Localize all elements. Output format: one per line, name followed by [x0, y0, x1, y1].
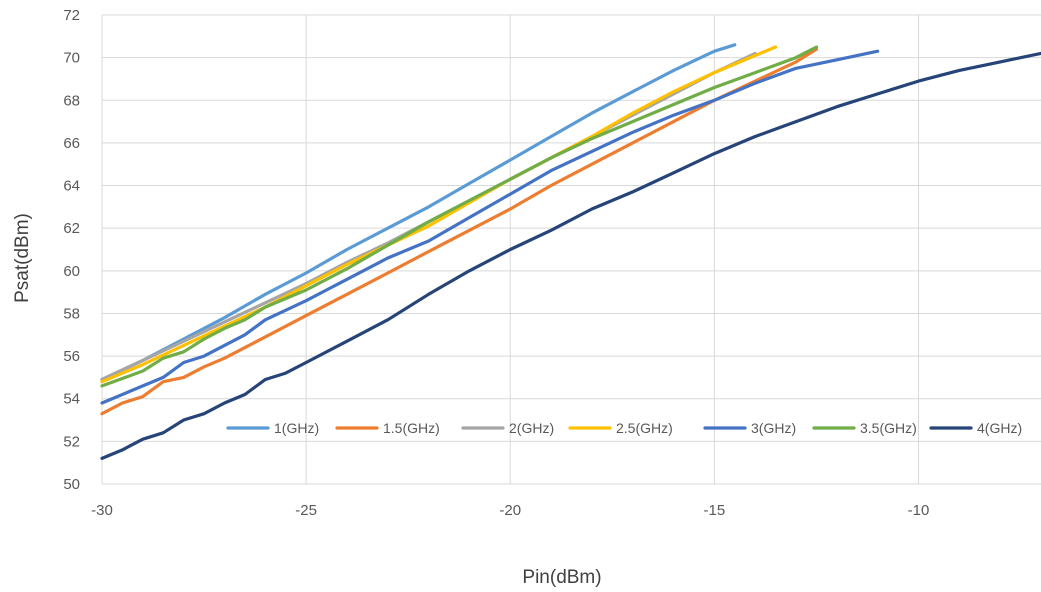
- y-tick-label: 64: [63, 178, 80, 195]
- y-tick-label: 70: [63, 50, 80, 67]
- x-tick-label: -20: [499, 502, 521, 519]
- y-tick-label: 54: [63, 391, 80, 408]
- x-axis-label: Pin(dBm): [522, 567, 601, 588]
- series-line-2: [100, 47, 819, 416]
- y-tick-label: 72: [63, 7, 80, 24]
- y-tick-label: 60: [63, 263, 80, 280]
- y-tick-label: 50: [63, 476, 80, 493]
- legend-label: 4(GHz): [977, 420, 1022, 436]
- series-line-4: [100, 45, 778, 384]
- legend: 1(GHz) 1.5(GHz) 2(GHz) 2.5(GHz) 3(GHz) 3.5(GH…: [226, 420, 1022, 436]
- y-tick-label: 66: [63, 135, 80, 152]
- legend-label: 1(GHz): [274, 420, 319, 436]
- series-line-7: [100, 51, 1041, 460]
- tick-labels: 50 52 54 56 58 60 62 64 66 68 70 72 -30 -25 -20 -15 -10: [63, 7, 929, 519]
- y-tick-label: 52: [63, 433, 80, 450]
- legend-label: 2(GHz): [509, 420, 554, 436]
- y-tick-label: 58: [63, 305, 80, 322]
- gridlines: [101, 14, 1041, 485]
- y-tick-label: 68: [63, 92, 80, 109]
- series-line-6: [100, 45, 819, 388]
- legend-label: 3(GHz): [751, 420, 796, 436]
- x-tick-label: -15: [704, 502, 726, 519]
- legend-label: 1.5(GHz): [383, 420, 440, 436]
- series-line-5: [100, 49, 880, 405]
- legend-label: 3.5(GHz): [860, 420, 917, 436]
- legend-label: 2.5(GHz): [616, 420, 673, 436]
- series-line-1: [100, 43, 737, 382]
- y-tick-label: 56: [63, 348, 80, 365]
- y-axis-label: Psat(dBm): [12, 213, 33, 303]
- x-tick-label: -10: [908, 502, 930, 519]
- y-tick-label: 62: [63, 220, 80, 237]
- series-lines: [100, 43, 1041, 460]
- x-tick-label: -25: [295, 502, 317, 519]
- x-tick-label: -30: [91, 502, 113, 519]
